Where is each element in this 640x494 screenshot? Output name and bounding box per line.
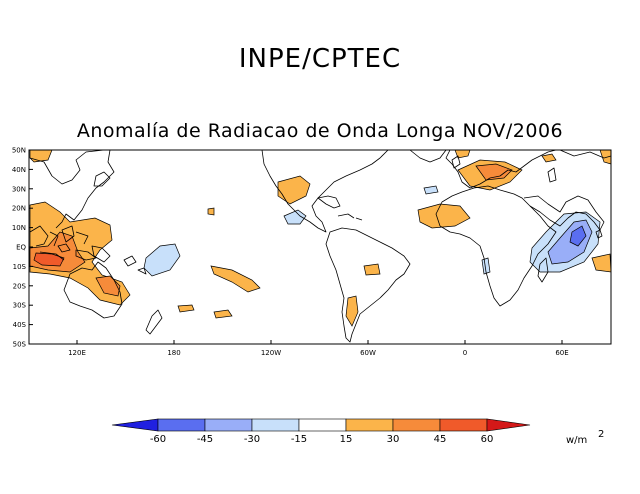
lat-label-50s: 50S — [13, 341, 27, 349]
positive-anomaly-argentina — [345, 295, 359, 327]
lat-label-10s: 10S — [13, 263, 27, 271]
negative-anomaly-central-pacific — [143, 243, 181, 277]
positive-anomaly-mediterranean-core — [475, 163, 513, 181]
positive-anomaly-pacific-4 — [207, 207, 215, 216]
negative-anomaly-indian-ocean-peak — [569, 225, 587, 247]
legend-swatch — [345, 418, 394, 432]
legend-label: -15 — [291, 434, 307, 445]
color-legend: -60 -45 -30 -15 15 30 45 60 w/m 2 — [111, 418, 604, 446]
coastline-russia-north — [559, 149, 612, 159]
legend-label: -45 — [197, 434, 213, 445]
legend-label: 45 — [434, 434, 447, 445]
map-area — [28, 149, 612, 345]
negative-anomaly-africa — [481, 257, 491, 275]
coastline-madagascar — [537, 257, 549, 283]
coastline-japan — [93, 171, 111, 187]
coastline-se-asia — [29, 225, 89, 247]
coastlines — [29, 149, 612, 343]
coastline-pacific-islands — [123, 255, 147, 275]
lat-label-20n: 20N — [12, 205, 26, 213]
legend-swatch — [392, 418, 441, 432]
map-subtitle: Anomalía de Radiacao de Onda Longa NOV/2… — [76, 120, 564, 142]
lon-label-120w: 120W — [261, 349, 281, 357]
legend-unit: w/m — [566, 435, 587, 446]
page-title: INPE/CPTEC — [238, 44, 402, 74]
lat-label-50n: 50N — [12, 147, 26, 155]
lat-label-30s: 30S — [13, 302, 27, 310]
legend-label: -30 — [244, 434, 260, 445]
coastline-australia — [63, 261, 123, 319]
legend-swatch — [251, 418, 300, 432]
negative-anomaly-atlantic — [423, 185, 439, 195]
positive-anomaly-australia — [95, 275, 121, 297]
positive-anomaly-pacific-2 — [177, 304, 195, 313]
negative-anomaly-central-america — [283, 209, 307, 225]
latitude-axis: 50N 40N 30N 20N 10N EQ 10S 20S 30S 40S 5… — [12, 147, 33, 349]
positive-anomaly-west-africa — [417, 203, 471, 229]
coastline-gulf-florida — [317, 195, 341, 209]
coastline-indonesia — [39, 243, 111, 263]
coastline-uk — [451, 155, 461, 169]
positive-anomaly-japan — [541, 153, 557, 163]
coastline-south-america — [325, 227, 411, 343]
lat-label-40n: 40N — [12, 166, 26, 174]
coastline-africa — [435, 185, 557, 307]
coastline-new-zealand — [145, 309, 163, 335]
lat-label-10n: 10N — [12, 224, 26, 232]
lon-label-60e: 60E — [555, 349, 568, 357]
coastline-caspian — [547, 167, 557, 183]
coastline-north-america — [261, 149, 389, 233]
lon-label-60w: 60W — [360, 349, 376, 357]
lat-label-40s: 40S — [13, 321, 27, 329]
lat-label-eq: EQ — [16, 244, 26, 252]
coastline-europe — [445, 149, 557, 189]
coastline-caribbean — [337, 213, 363, 221]
coastline-sri-lanka — [595, 229, 603, 239]
lon-label-120e: 120E — [68, 349, 86, 357]
legend-label: 15 — [340, 434, 353, 445]
legend-unit-superscript: 2 — [598, 429, 604, 440]
legend-label: 30 — [387, 434, 400, 445]
positive-anomaly-pacific-1 — [210, 265, 261, 293]
anomaly-fields — [29, 149, 612, 327]
legend-swatch — [157, 418, 206, 432]
legend-swatch — [298, 418, 347, 432]
coastline-arabia-india — [523, 195, 605, 231]
lon-label-180: 180 — [167, 349, 180, 357]
lat-label-20s: 20S — [13, 282, 27, 290]
lat-label-30n: 30N — [12, 185, 26, 193]
legend-swatch — [439, 418, 488, 432]
positive-anomaly-pacific-3 — [213, 309, 233, 319]
legend-swatch-low-arrow — [111, 418, 159, 432]
map-background — [29, 150, 611, 344]
lon-label-0: 0 — [463, 349, 467, 357]
positive-anomaly-brazil — [363, 263, 381, 276]
legend-swatch-high-arrow — [486, 418, 531, 432]
longitude-axis: 120E 180 120W 60W 0 60E — [68, 340, 569, 357]
positive-anomaly-north-america — [277, 175, 311, 205]
coastline-greenland — [409, 149, 447, 163]
legend-label: -60 — [150, 434, 166, 445]
legend-label: 60 — [481, 434, 494, 445]
positive-anomaly-peak — [33, 252, 65, 267]
legend-swatch — [204, 418, 253, 432]
coastline-asia-east — [29, 149, 115, 229]
